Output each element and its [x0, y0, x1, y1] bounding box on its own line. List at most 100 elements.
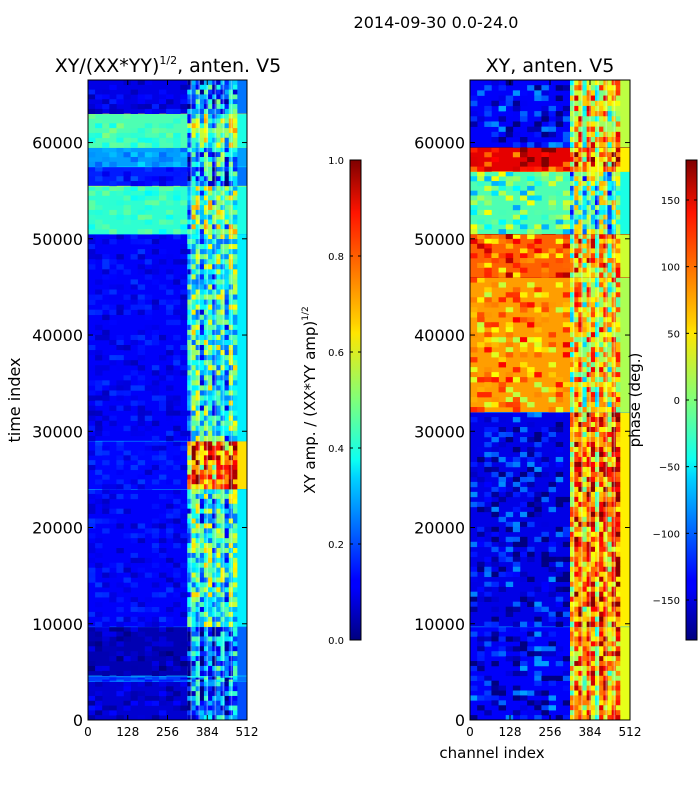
heatmap-cell: [191, 233, 196, 240]
heatmap-cell: [541, 152, 549, 158]
heatmap-cell: [590, 431, 596, 438]
heatmap-cell: [578, 337, 583, 343]
heatmap-cell: [88, 445, 96, 451]
heatmap-cell: [216, 562, 221, 568]
heatmap-cell: [208, 611, 213, 618]
heatmap-cell: [586, 531, 592, 538]
heatmap-cell: [470, 111, 478, 117]
heatmap-cell: [187, 264, 192, 270]
heatmap-cell: [88, 710, 96, 716]
heatmap-cell: [208, 176, 213, 182]
heatmap-cell: [470, 466, 478, 473]
heatmap-cell: [570, 710, 575, 716]
heatmap-cell: [603, 591, 608, 598]
heatmap-cell: [199, 156, 205, 163]
heatmap-cell: [590, 680, 596, 686]
heatmap-cell: [137, 104, 146, 110]
heatmap-cell: [570, 161, 575, 167]
heatmap-cell: [582, 501, 587, 508]
heatmap-cell: [216, 582, 221, 588]
heatmap-cell: [187, 641, 192, 647]
heatmap-cell: [95, 715, 103, 720]
heatmap-cell: [88, 89, 96, 95]
heatmap-cell: [199, 355, 205, 361]
heatmap-cell: [187, 616, 192, 623]
heatmap-cell: [570, 526, 575, 533]
heatmap-cell: [144, 469, 153, 475]
heatmap-cell: [109, 229, 117, 235]
heatmap-cell: [505, 521, 514, 528]
heatmap-cell: [548, 576, 557, 583]
heatmap-cell: [548, 181, 557, 187]
heatmap-cell: [224, 156, 230, 163]
heatmap-cell: [203, 562, 209, 568]
heatmap-cell: [212, 345, 217, 351]
heatmap-cell: [603, 427, 608, 433]
heatmap-cell: [191, 493, 196, 500]
heatmap-cell: [199, 334, 205, 341]
heatmap-cell: [187, 405, 192, 411]
heatmap-cell: [232, 705, 238, 711]
heatmap-cell: [582, 451, 587, 458]
heatmap-cell: [220, 691, 225, 697]
heatmap-cell: [582, 476, 587, 483]
heatmap-cell: [586, 372, 592, 378]
heatmap-cell: [599, 491, 604, 498]
heatmap-cell: [212, 415, 217, 422]
heatmap-cell: [527, 185, 535, 191]
heatmap-cell: [191, 677, 196, 680]
heatmap-cell: [203, 380, 209, 386]
heatmap-cell: [570, 219, 575, 225]
heatmap-cell: [123, 455, 131, 461]
heatmap-cell: [203, 455, 209, 461]
heatmap-cell: [208, 132, 213, 139]
heatmap-cell: [599, 471, 604, 478]
heatmap-cell: [512, 571, 521, 578]
heatmap-cell: [527, 142, 535, 148]
heatmap-cell: [548, 556, 557, 563]
heatmap-cell: [548, 705, 557, 711]
heatmap-cell: [595, 267, 600, 273]
heatmap-cell: [220, 350, 225, 356]
heatmap-cell: [212, 445, 217, 451]
heatmap-cell: [491, 561, 499, 568]
heatmap-cell: [232, 543, 238, 549]
heatmap-cell: [208, 161, 213, 167]
heatmap-cell: [216, 395, 221, 401]
heatmap-cell: [187, 508, 192, 514]
heatmap-cell: [232, 244, 238, 250]
heatmap-cell: [187, 113, 192, 119]
heatmap-cell: [603, 347, 608, 353]
heatmap-cell: [595, 195, 600, 201]
heatmap-cell: [586, 402, 592, 408]
heatmap-cell: [166, 123, 174, 129]
heatmap-cell: [534, 536, 542, 543]
heatmap-cell: [578, 685, 583, 691]
heatmap-cell: [607, 282, 612, 288]
heatmap-cell: [224, 166, 230, 172]
heatmap-cell: [191, 99, 196, 105]
heatmap-cell: [224, 577, 230, 583]
heatmap-cell: [534, 85, 542, 91]
heatmap-cell: [599, 322, 604, 328]
heatmap-cell: [586, 501, 592, 508]
heatmap-cell: [599, 446, 604, 453]
heatmap-cell: [212, 128, 217, 134]
heatmap-cell: [180, 370, 188, 376]
heatmap-cell: [607, 616, 612, 622]
heatmap-cell: [578, 651, 583, 657]
heatmap-cell: [166, 200, 174, 206]
heatmap-cell: [615, 116, 621, 122]
heatmap-cell: [166, 365, 174, 371]
heatmap-cell: [130, 626, 138, 632]
heatmap-cell: [607, 287, 612, 293]
heatmap-cell: [574, 581, 579, 588]
heatmap-cell: [203, 289, 209, 295]
heatmap-cell: [582, 556, 587, 563]
heatmap-cell: [599, 456, 604, 463]
heatmap-cell: [607, 347, 612, 353]
heatmap-cell: [195, 224, 201, 230]
heatmap-cell: [498, 209, 507, 216]
heatmap-cell: [137, 567, 146, 573]
heatmap-cell: [187, 686, 192, 692]
